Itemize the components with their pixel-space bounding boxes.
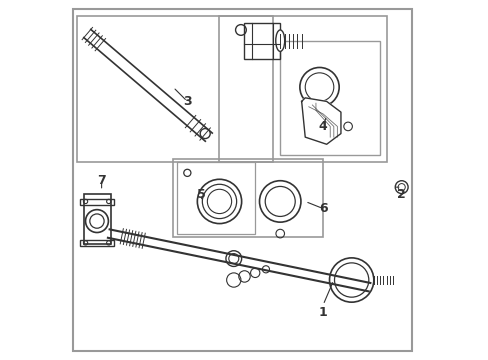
Bar — [176, 162, 255, 234]
Polygon shape — [301, 98, 340, 144]
Text: 2: 2 — [396, 188, 405, 201]
Ellipse shape — [275, 30, 284, 51]
Text: 5: 5 — [197, 188, 205, 201]
Text: 3: 3 — [183, 95, 191, 108]
Text: 1: 1 — [318, 306, 327, 319]
Text: 6: 6 — [318, 202, 327, 215]
Text: 7: 7 — [97, 174, 106, 186]
Bar — [77, 16, 272, 162]
Bar — [280, 41, 380, 155]
Bar — [80, 199, 114, 205]
Text: 4: 4 — [318, 120, 327, 133]
Bar — [219, 16, 386, 162]
Bar — [80, 240, 114, 246]
Bar — [173, 158, 323, 237]
Bar — [83, 194, 110, 244]
Bar — [244, 23, 280, 59]
